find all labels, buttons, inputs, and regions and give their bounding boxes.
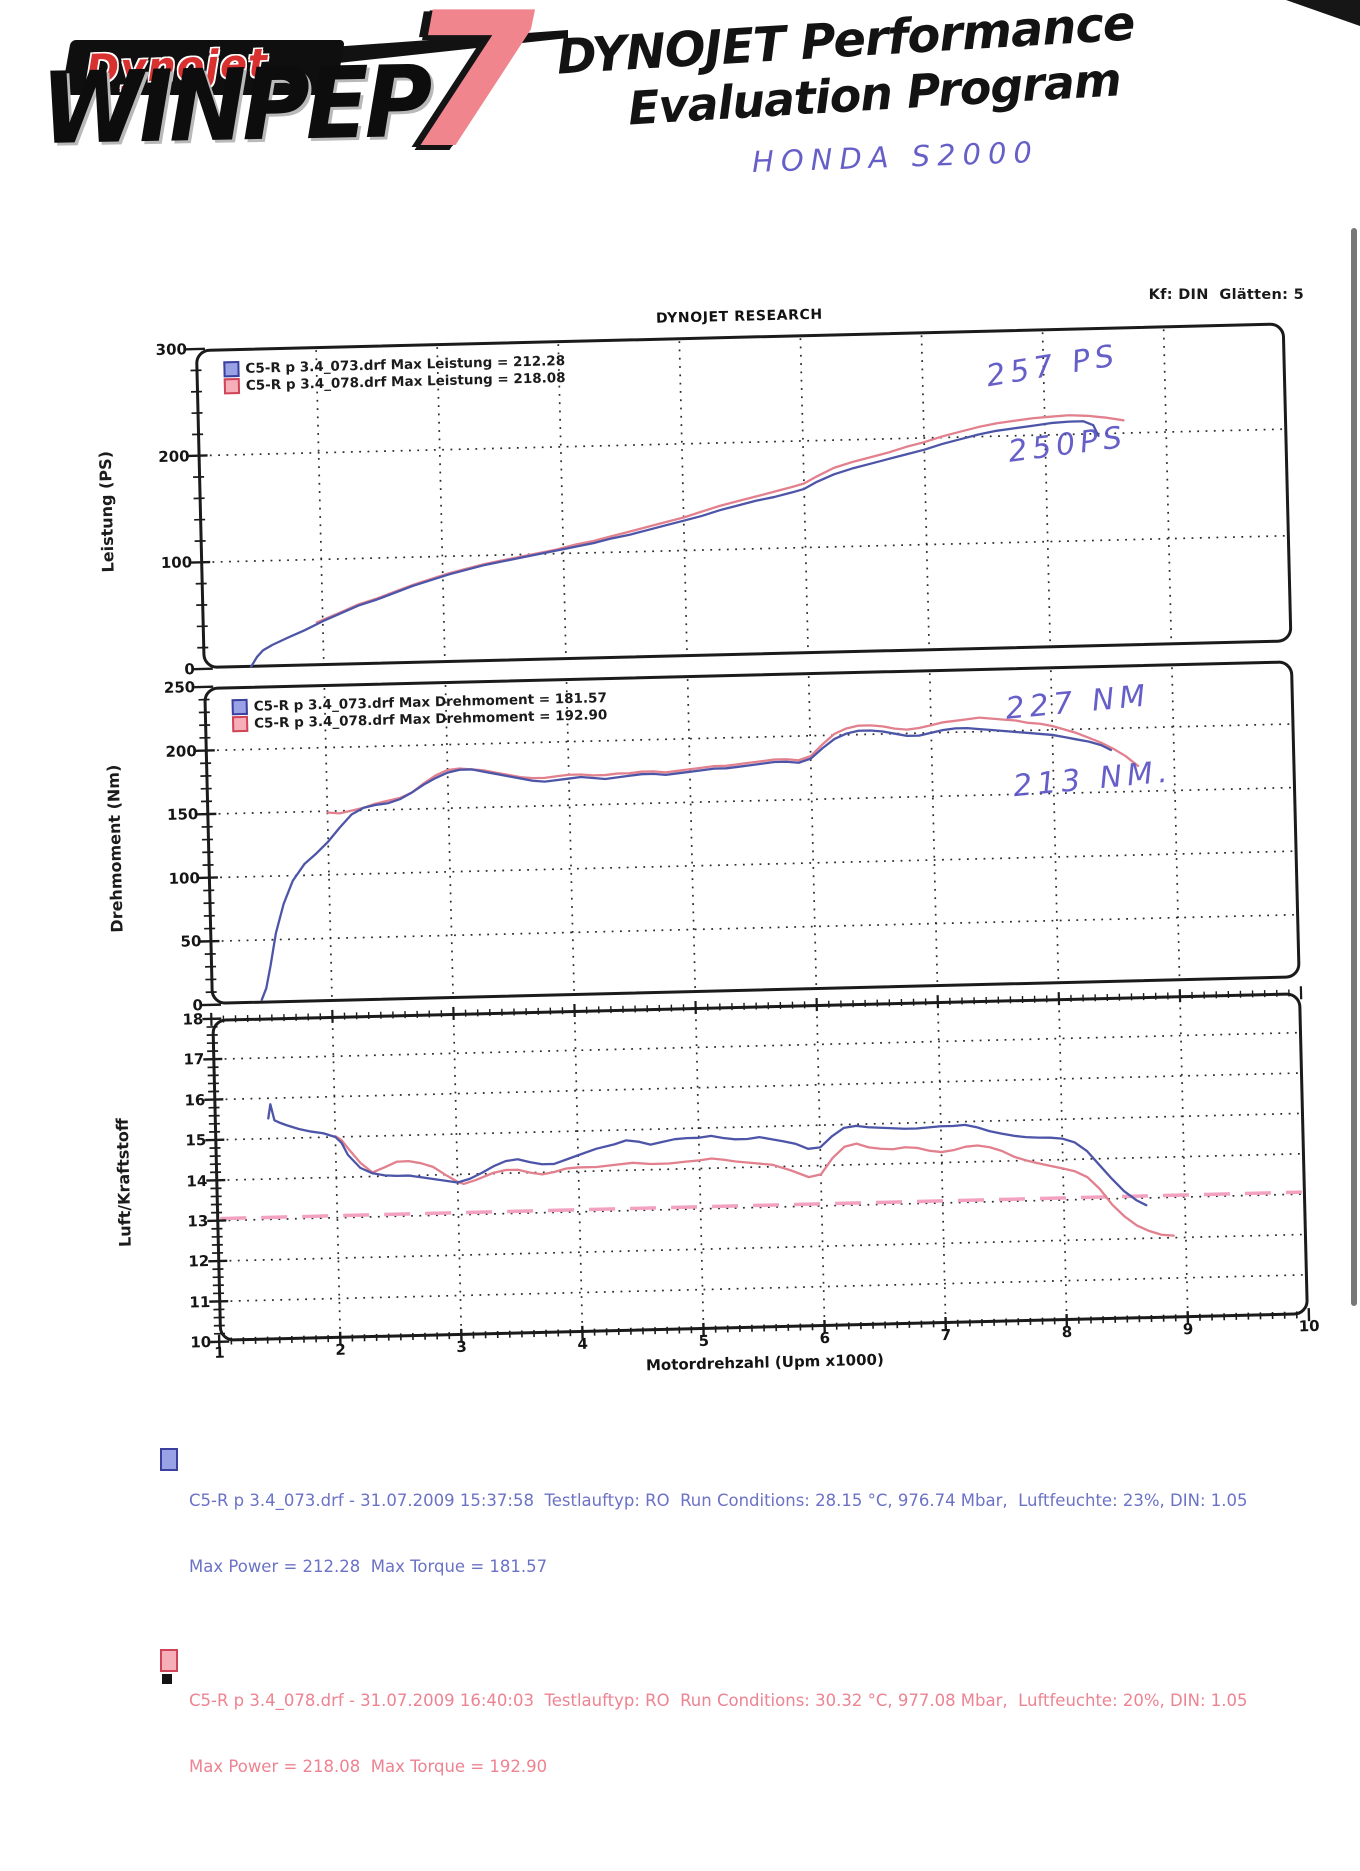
x-tick-label: 9: [1182, 1319, 1194, 1339]
y-tick-label: 250: [163, 678, 196, 697]
y-tick-label: 200: [165, 741, 197, 761]
torque-chart: Drehmoment (Nm) 0 50 100 150 200 250 C5-R p 3…: [83, 660, 1316, 1014]
power-plot-area: C5-R p 3.4_073.drf Max Leistung = 212.28…: [185, 322, 1293, 671]
run-entry-073: C5-R p 3.4_073.drf - 31.07.2009 15:37:58…: [160, 1446, 1310, 1622]
scan-artifact-corner: [1286, 0, 1360, 26]
y-tick-label: 15: [185, 1131, 207, 1150]
x-tick-label: 3: [456, 1337, 468, 1356]
torque-y-tick-labels: 0 50 100 150 200 250: [139, 678, 211, 1014]
afr-plot-svg: [202, 986, 1311, 1348]
run-entry-078: C5-R p 3.4_078.drf - 31.07.2009 16:40:03…: [160, 1647, 1310, 1823]
x-tick-label: 1: [214, 1343, 225, 1362]
scan-artifact-edge: [1351, 228, 1357, 1306]
power-y-axis-title: Leistung (PS): [95, 450, 118, 573]
legend-swatch-icon: [231, 715, 249, 733]
y-tick-label: 50: [180, 932, 202, 951]
afr-plot-area: [202, 986, 1311, 1348]
run-text-line2: Max Power = 212.28 Max Torque = 181.57: [189, 1556, 548, 1576]
y-tick-label: 18: [182, 1010, 204, 1029]
y-tick-label: 12: [188, 1252, 210, 1271]
afr-chart: Luft/Kraftstoff 10 11 12 13 14 15 16 17 18: [91, 986, 1325, 1351]
y-tick-label: 300: [155, 340, 188, 360]
legend-swatch-icon: [223, 360, 240, 378]
x-tick-label: 2: [335, 1340, 347, 1359]
x-tick-label: 7: [940, 1325, 952, 1345]
y-tick-label: 10: [190, 1332, 212, 1352]
run-text: C5-R p 3.4_078.drf - 31.07.2009 16:40:03…: [189, 1647, 1248, 1823]
legend-swatch-icon: [231, 698, 248, 716]
power-chart: Leistung (PS) 0 100 200 300 C5-R p 3.4_073.…: [75, 322, 1308, 678]
torque-plot-svg: [194, 660, 1301, 1007]
x-tick-label: 10: [1298, 1316, 1320, 1336]
scan-artifact-speck: [162, 1673, 172, 1684]
afr-y-axis-title: Luft/Kraftstoff: [112, 1117, 135, 1248]
logo-seven: 7: [406, 0, 536, 189]
x-tick-label: 4: [577, 1334, 589, 1354]
program-title: DYNOJET Performance Evaluation Program: [555, 0, 1220, 139]
torque-y-axis-title: Drehmoment (Nm): [103, 764, 127, 933]
torque-plot-area: C5-R p 3.4_073.drf Max Drehmoment = 181.…: [194, 660, 1301, 1007]
y-tick-label: 16: [184, 1090, 206, 1110]
x-tick-label: 6: [819, 1328, 831, 1348]
y-tick-label: 200: [158, 446, 190, 466]
y-tick-label: 13: [187, 1211, 209, 1231]
y-tick-label: 14: [186, 1171, 208, 1191]
y-tick-label: 17: [183, 1050, 205, 1069]
run-text-line1: C5-R p 3.4_073.drf - 31.07.2009 15:37:58…: [189, 1490, 1248, 1510]
charts-block: DYNOJET RESEARCH Leistung (PS) 0 100 200 30…: [75, 307, 1326, 1388]
run-text-line2: Max Power = 218.08 Max Torque = 192.90: [189, 1757, 548, 1777]
power-y-tick-labels: 0 100 200 300: [131, 340, 203, 678]
legend-swatch-icon: [223, 377, 241, 395]
winpep-logo-text: WINPEP: [40, 44, 429, 167]
run-swatch-blue: [160, 1448, 178, 1471]
run-swatch-pink: [160, 1648, 178, 1684]
y-tick-label: 11: [189, 1292, 211, 1312]
x-tick-label: 8: [1061, 1322, 1073, 1342]
x-tick-label: 5: [698, 1331, 710, 1351]
smoothing-note: Kf: DIN Glätten: 5: [1148, 287, 1304, 303]
research-header: DYNOJET RESEARCH: [655, 306, 823, 327]
run-legend: C5-R p 3.4_073.drf - 31.07.2009 15:37:58…: [160, 1446, 1310, 1847]
y-tick-label: 150: [166, 805, 199, 825]
y-tick-label: 100: [168, 868, 201, 888]
power-plot-svg: [185, 322, 1293, 671]
run-text-line1: C5-R p 3.4_078.drf - 31.07.2009 16:40:03…: [189, 1691, 1248, 1711]
y-tick-label: 100: [160, 553, 193, 573]
run-text: C5-R p 3.4_073.drf - 31.07.2009 15:37:58…: [189, 1446, 1248, 1622]
handwritten-vehicle-note: HONDA S2000: [751, 135, 1040, 179]
